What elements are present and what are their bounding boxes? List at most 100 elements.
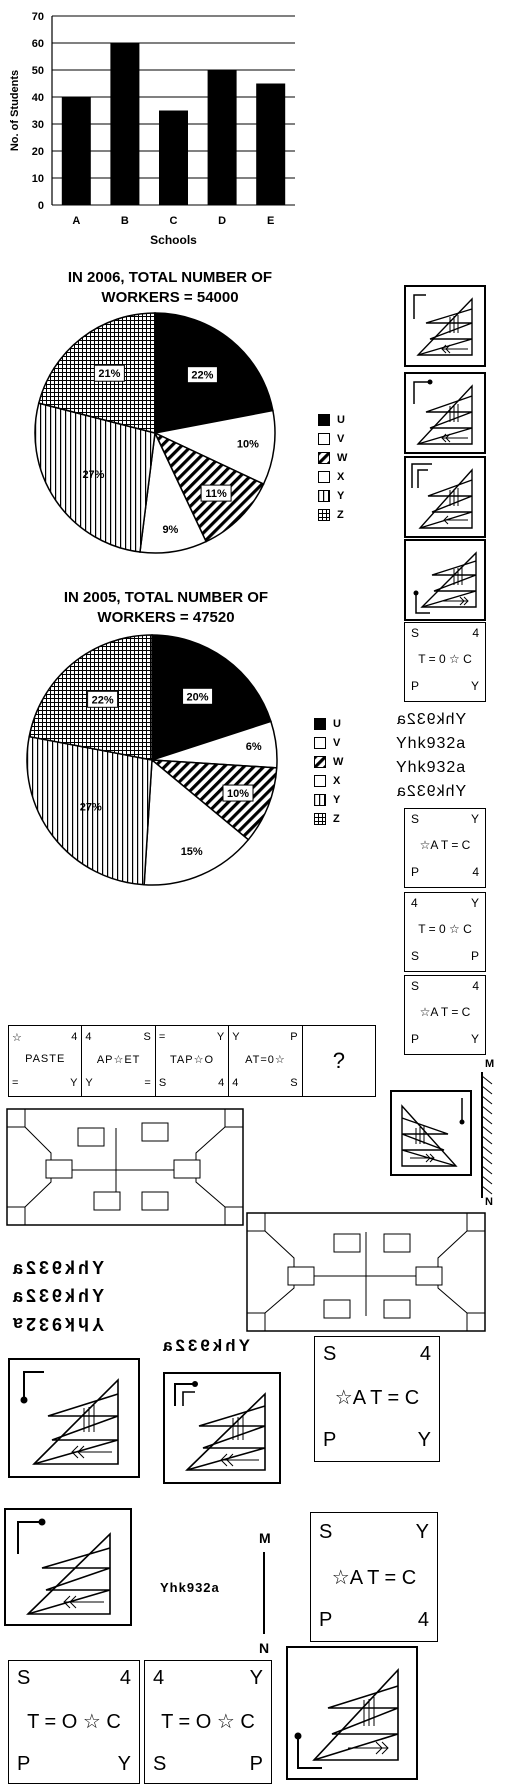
figure-answer-1 — [8, 1358, 140, 1478]
y-tick-label: 40 — [32, 92, 44, 104]
mirror-line-hatched — [481, 1072, 493, 1198]
legend-item: X — [318, 467, 347, 486]
triangle-ladder-figure — [294, 1667, 399, 1769]
cell: ☆ — [12, 1032, 23, 1044]
cell: T = O ☆ C — [161, 1711, 255, 1733]
pie-value-label: 27% — [82, 469, 104, 481]
mirror-question-figure — [390, 1090, 472, 1176]
mirror-text: Yhk932a — [396, 759, 467, 776]
cell: ☆A T = C — [419, 838, 471, 852]
bar — [110, 43, 140, 205]
figure-option-2 — [404, 372, 486, 454]
cell: Y — [470, 812, 479, 826]
bar — [256, 83, 286, 205]
legend-swatch — [318, 432, 330, 445]
figure-answer-3 — [4, 1508, 132, 1626]
cell: 4 — [472, 979, 479, 993]
pie-label-box — [93, 364, 125, 382]
cell: ☆A T = C — [334, 1387, 420, 1409]
symbol-table-t3: 4 Y T = 0 ☆ C S P — [404, 892, 486, 972]
triangle-ladder-figure — [20, 1371, 119, 1465]
x-tick-label: E — [267, 215, 274, 227]
figure-option-4 — [404, 539, 486, 621]
triangle-ladder-figure — [401, 1098, 465, 1167]
series-cell-2: 4 S AP☆ET Y = — [82, 1026, 156, 1096]
cell: P — [411, 865, 420, 879]
cell: 4 — [153, 1667, 165, 1689]
legend-label: V — [333, 736, 341, 749]
cell: P — [411, 679, 420, 693]
symbol-table-t2: S Y ☆A T = C P 4 — [404, 808, 486, 888]
cell: P — [323, 1429, 337, 1451]
legend-item: Z — [314, 809, 343, 828]
cell: Y — [470, 896, 479, 910]
series-question-cell: ? — [303, 1026, 375, 1096]
bar — [61, 97, 91, 205]
legend-item: V — [318, 429, 347, 448]
pie-2005-title: IN 2005, TOTAL NUMBER OF WORKERS = 47520 — [16, 588, 316, 628]
cell: Y — [417, 1429, 431, 1451]
cell: P — [470, 949, 479, 963]
cell: P — [290, 1031, 299, 1043]
cell: Y — [470, 1032, 479, 1046]
legend-swatch — [318, 413, 330, 426]
pie-value-label: 10% — [237, 439, 259, 451]
mirror-line-label-m: M — [259, 1530, 271, 1546]
legend-label: V — [337, 432, 345, 445]
cell: Y — [415, 1521, 429, 1543]
mirror-line-label-n: N — [259, 1640, 270, 1656]
pie-label-box — [222, 784, 254, 802]
cell: ☆A T = C — [419, 1005, 471, 1019]
x-tick-label: A — [72, 215, 80, 227]
mirror-text: Yhk932a — [10, 1314, 105, 1334]
symbol-table-t4: S 4 ☆A T = C P Y — [404, 975, 486, 1055]
pie-value-label: 22% — [92, 694, 114, 706]
pie-slice — [149, 759, 278, 841]
symbol-table-b4: 4 Y T = O ☆ C S P — [144, 1660, 272, 1784]
pie-value-label: 9% — [162, 524, 178, 536]
legend-label: Y — [337, 489, 345, 502]
mirror-text-block-left: Yhk932a Yhk932a Yhk932a — [10, 1254, 104, 1338]
cell: S — [143, 1031, 152, 1043]
pie-slice — [152, 409, 276, 486]
pie-chart-2005: 20% 6% 10% 15% 27% 22% — [26, 634, 278, 886]
symbol-table-b2: S Y ☆A T = C P 4 — [310, 1512, 438, 1642]
series-grid: ☆ 4 PASTE = Y 4 S AP☆ET Y = = Y TAP☆O S 4 Y P A… — [8, 1025, 376, 1097]
triangle-ladder-figure — [413, 379, 473, 445]
triangle-ladder-figure — [411, 463, 473, 529]
legend-swatch — [318, 451, 330, 464]
cell: 4 — [85, 1031, 93, 1043]
pie-slice — [26, 735, 153, 886]
pie-label-box — [182, 687, 214, 705]
legend-swatch — [314, 717, 326, 730]
y-tick-label: 30 — [32, 119, 44, 131]
legend-swatch — [318, 489, 330, 502]
mirror-line-vertical — [263, 1552, 265, 1634]
triangle-ladder-figure — [174, 1381, 266, 1471]
mirror-text-block-right: Yhk932a Yhk932a Yhk932a Yhk932a — [396, 708, 466, 804]
mirror-text-mid: Yhk932a — [160, 1336, 250, 1355]
cell: = — [12, 1077, 20, 1089]
legend-label: Y — [333, 793, 341, 806]
legend-item: U — [314, 714, 343, 733]
cell: S — [319, 1521, 333, 1543]
x-tick-label: D — [218, 215, 226, 227]
cell: AT=0☆ — [245, 1054, 286, 1066]
cell: Y — [470, 679, 479, 693]
cell: S — [411, 949, 420, 963]
cell: 4 — [417, 1609, 429, 1631]
cell: 4 — [119, 1667, 131, 1689]
figure-answer-2 — [163, 1372, 281, 1484]
cell: S — [411, 626, 420, 640]
cell: 4 — [411, 896, 418, 910]
bar — [207, 70, 237, 205]
legend-swatch — [318, 470, 330, 483]
legend-label: U — [333, 717, 341, 730]
pie-value-label: 15% — [181, 846, 203, 858]
y-tick-label: 20 — [32, 146, 44, 158]
legend-item: X — [314, 771, 343, 790]
pie-value-label: 11% — [205, 488, 227, 500]
legend-item: W — [314, 752, 343, 771]
legend-item: V — [314, 733, 343, 752]
